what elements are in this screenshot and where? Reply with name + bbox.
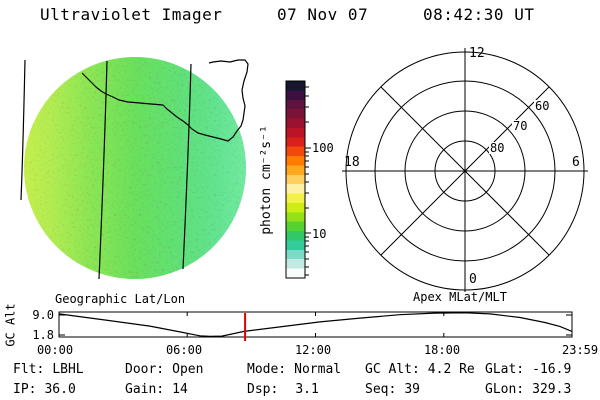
- status-door-label: Door:: [125, 362, 165, 377]
- status-ip-label: IP:: [13, 382, 37, 397]
- polar-label-12: 12: [469, 46, 485, 61]
- polar-grid: [342, 48, 588, 292]
- status-gcalt-label: GC Alt:: [365, 362, 420, 377]
- uv-earth-disk-image: [24, 57, 246, 279]
- status-seq-value: 39: [404, 382, 420, 397]
- status-glon-label: GLon:: [485, 382, 525, 397]
- header-date: 07 Nov 07: [277, 5, 369, 24]
- polar-label-18: 18: [344, 155, 360, 170]
- status-flt-label: Flt:: [13, 362, 45, 377]
- x-tick-label-1200: 12:00: [294, 343, 332, 357]
- status-mode-label: Mode:: [247, 362, 287, 377]
- gc-alt-curve: [58, 312, 573, 338]
- polar-label-0: 0: [469, 272, 477, 287]
- status-flt-value: LBHL: [52, 362, 84, 377]
- status-dsp-label: Dsp:: [247, 382, 279, 397]
- status-gain: Gain: 14: [125, 383, 188, 397]
- status-ip-value: 36.0: [44, 382, 76, 397]
- x-tick-label-1800: 18:00: [423, 343, 461, 357]
- colorbar-ticks: [305, 86, 311, 276]
- status-gcalt-value: 4.2 Re: [427, 362, 475, 377]
- x-tick-label-0600: 06:00: [165, 343, 203, 357]
- timeline-box: [58, 311, 573, 338]
- status-glat-value: -16.9: [532, 362, 572, 377]
- status-glat: GLat: -16.9: [485, 363, 571, 377]
- status-dsp: Dsp: 3.1: [247, 383, 319, 397]
- status-door: Door: Open: [125, 363, 203, 377]
- status-dsp-value: 3.1: [295, 382, 319, 397]
- status-mode-value: Normal: [294, 362, 342, 377]
- status-ip: IP: 36.0: [13, 383, 76, 397]
- status-flt: Flt: LBHL: [13, 363, 84, 377]
- y-tick-label-9: 9.0: [32, 308, 54, 322]
- status-seq-label: Seq:: [365, 382, 397, 397]
- meridian-line-left: [98, 60, 108, 280]
- meridian-line-outer: [20, 59, 26, 201]
- y-tick-label-1-8: 1.8: [32, 328, 54, 342]
- colorbar-tick-label-100: 100: [312, 141, 334, 155]
- colorbar-tick-label-10: 10: [312, 227, 327, 241]
- status-glon-value: 329.3: [532, 382, 572, 397]
- polar-ring-label-80: 80: [489, 141, 506, 155]
- caption-geographic: Geographic Lat/Lon: [55, 292, 186, 306]
- status-door-value: Open: [172, 362, 204, 377]
- status-glon: GLon: 329.3: [485, 383, 571, 397]
- polar-ring-label-60: 60: [534, 99, 551, 113]
- x-tick-label-2359: 23:59: [562, 343, 599, 357]
- page-title: Ultraviolet Imager: [40, 5, 223, 24]
- meridian-line-right: [182, 63, 192, 270]
- header-time: 08:42:30 UT: [423, 5, 535, 24]
- coastline-path: [81, 59, 249, 142]
- y-axis-label: GC Alt: [3, 303, 18, 347]
- status-glat-label: GLat:: [485, 362, 525, 377]
- timeline-chart: [58, 311, 573, 341]
- caption-apex: Apex MLat/MLT: [413, 290, 507, 304]
- colorbar-unit-label: photon cm⁻²s⁻¹: [259, 125, 275, 235]
- status-gcalt: GC Alt: 4.2 Re: [365, 363, 475, 377]
- status-mode: Mode: Normal: [247, 363, 341, 377]
- status-seq: Seq: 39: [365, 383, 420, 397]
- status-gain-value: 14: [172, 382, 188, 397]
- polar-label-6: 6: [572, 155, 580, 170]
- timeline-ticks: [59, 312, 572, 337]
- colorbar-strip: [285, 80, 306, 279]
- coastline-overlay: [20, 59, 249, 280]
- x-tick-label-0000: 00:00: [36, 343, 74, 357]
- polar-ring-label-70: 70: [512, 119, 529, 133]
- axis-diag-nw-se: [380, 86, 550, 256]
- colorbar: [285, 80, 311, 279]
- status-gain-label: Gain:: [125, 382, 165, 397]
